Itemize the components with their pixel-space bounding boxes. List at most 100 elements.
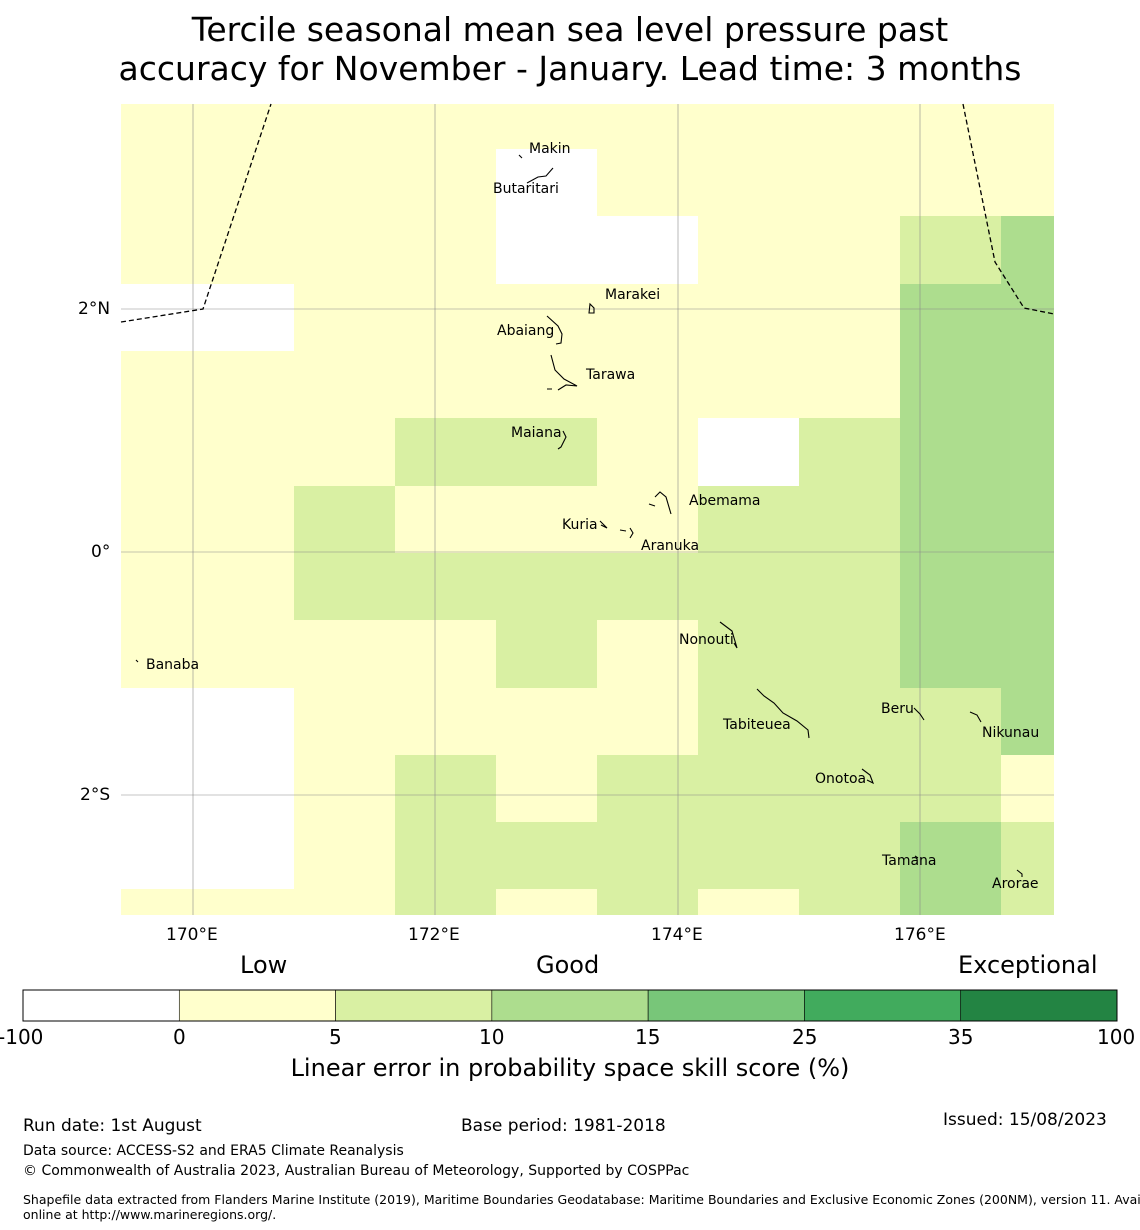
colorbar-segment: [22, 989, 180, 1022]
grid-cell: [395, 620, 496, 688]
island-label-kuria: Kuria: [562, 517, 598, 533]
grid-cell: [597, 822, 698, 889]
island-beru-outline: [913, 707, 925, 721]
grid-cell: [395, 418, 496, 486]
grid-cell: [121, 216, 294, 284]
grid-cell: [395, 486, 496, 553]
grid-cell: [597, 553, 698, 620]
grid-cell: [395, 351, 496, 418]
grid-cell: [395, 104, 496, 149]
grid-cell: [799, 620, 900, 688]
colorbar-segment: [647, 989, 805, 1022]
base-period: Base period: 1981-2018: [461, 1116, 666, 1136]
island-abaiang-outline: [546, 315, 563, 345]
grid-cell: [900, 889, 1001, 915]
island-label-tarawa: Tarawa: [586, 367, 636, 383]
grid-cell: [496, 822, 597, 889]
eez-boundary: [120, 103, 1055, 323]
colorbar-tick-25: 25: [792, 1025, 818, 1049]
grid-cell: [597, 889, 698, 915]
grid-cell: [900, 688, 1001, 755]
island-abemama-outline: [648, 491, 672, 515]
grid-cell: [698, 889, 799, 915]
colorbar-outline: [22, 989, 1118, 1022]
grid-cell: [1001, 822, 1054, 889]
grid-cell: [799, 486, 900, 553]
grid-cell: [597, 216, 698, 284]
island-makin-outline: [518, 154, 523, 159]
grid-cell: [597, 284, 698, 351]
title-line-1: Tercile seasonal mean sea level pressure…: [191, 10, 949, 49]
category-good: Good: [536, 951, 600, 979]
grid-cell: [799, 889, 900, 915]
grid-cell: [496, 284, 597, 351]
grid-cell: [1001, 216, 1054, 284]
colorbar-tick-10: 10: [479, 1025, 505, 1049]
grid-cell: [698, 104, 799, 149]
map-title: Tercile seasonal mean sea level pressure…: [0, 10, 1140, 88]
grid-cell: [698, 486, 799, 553]
grid-cell: [1001, 553, 1054, 620]
issued-date: Issued: 15/08/2023: [943, 1110, 1107, 1130]
grid-cell: [121, 553, 294, 620]
grid-cell: [698, 755, 799, 822]
grid-cell: [496, 149, 597, 216]
grid-cell: [121, 149, 294, 216]
colorbar-title: Linear error in probability space skill …: [290, 1054, 850, 1082]
skill-grid: [121, 104, 1054, 915]
grid-cell: [121, 418, 294, 486]
island-label-maiana: Maiana: [511, 425, 562, 441]
grid-cell: [1001, 755, 1054, 822]
island-label-arorae: Arorae: [992, 876, 1039, 892]
grid-cell: [799, 216, 900, 284]
grid-cell: [698, 284, 799, 351]
category-exceptional: Exceptional: [958, 951, 1098, 979]
grid-cell: [698, 688, 799, 755]
grid-cell: [395, 284, 496, 351]
grid-cell: [1001, 284, 1054, 351]
grid-cell: [698, 553, 799, 620]
grid-cell: [496, 553, 597, 620]
title-line-2: accuracy for November - January. Lead ti…: [118, 49, 1022, 88]
category-low: Low: [240, 951, 288, 979]
grid-cell: [900, 149, 1001, 216]
grid-cell: [496, 755, 597, 822]
grid-cell: [698, 418, 799, 486]
grid-cell: [496, 486, 597, 553]
island-label-aranuka: Aranuka: [641, 538, 700, 554]
grid-cell: [900, 486, 1001, 553]
grid-cell: [294, 351, 395, 418]
y-tick-2s: 2°S: [80, 785, 111, 805]
colorbar-segment: [804, 989, 962, 1022]
grid-cell: [698, 620, 799, 688]
grid-cell: [121, 889, 294, 915]
island-nikunau-outline: [969, 711, 982, 723]
grid-cell: [294, 755, 395, 822]
island-onotoa-outline: [861, 768, 875, 785]
grid-cell: [698, 822, 799, 889]
island-label-makin: Makin: [529, 141, 571, 157]
grid-cell: [799, 822, 900, 889]
shapefile-credit-line-2: online at http://www.marineregions.org/.: [23, 1207, 277, 1222]
grid-cell: [294, 418, 395, 486]
grid-cell: [799, 418, 900, 486]
grid-cell: [294, 486, 395, 553]
grid-cell: [900, 104, 1001, 149]
grid-cell: [294, 822, 395, 889]
grid-cell: [1001, 149, 1054, 216]
grid-cell: [294, 149, 395, 216]
grid-cell: [698, 216, 799, 284]
grid-cell: [294, 553, 395, 620]
grid-cell: [1001, 688, 1054, 755]
grid-cell: [698, 351, 799, 418]
colorbar-tick-15: 15: [635, 1025, 661, 1049]
grid-cell: [597, 418, 698, 486]
run-date: Run date: 1st August: [23, 1116, 202, 1136]
colorbar-tick-minus100: -100: [0, 1025, 44, 1049]
grid-cell: [395, 553, 496, 620]
grid-cell: [799, 351, 900, 418]
grid-cell: [1001, 104, 1054, 149]
x-tick-172e: 172°E: [408, 925, 460, 945]
grid-cell: [1001, 418, 1054, 486]
